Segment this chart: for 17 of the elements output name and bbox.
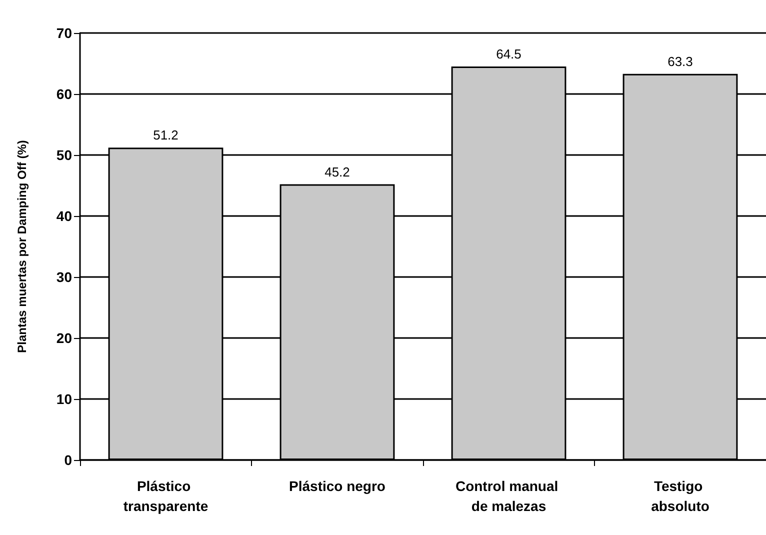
data-label: 64.5	[496, 46, 522, 62]
data-label: 63.3	[668, 54, 693, 69]
data-label: 51.2	[153, 128, 178, 143]
y-tick-label: 0	[64, 452, 72, 468]
x-tick-label: Control manual de malezas	[455, 478, 562, 514]
y-tick-label: 60	[56, 86, 72, 102]
data-label: 45.2	[324, 164, 350, 180]
y-axis-title: Plantas muertas por Damping Off (%)	[15, 140, 29, 353]
x-tick-label: Testigo absoluto	[651, 478, 710, 514]
y-tick-label: 10	[56, 391, 72, 407]
x-tick-label: Plástico negro	[289, 478, 386, 494]
y-tick-label: 50	[56, 147, 72, 163]
y-tick-label: 20	[56, 330, 72, 346]
y-tick-label: 30	[56, 269, 72, 285]
x-tick-label: Plástico transparente	[123, 478, 208, 514]
y-tick-label: 40	[56, 208, 72, 224]
y-tick-label: 70	[56, 25, 72, 41]
